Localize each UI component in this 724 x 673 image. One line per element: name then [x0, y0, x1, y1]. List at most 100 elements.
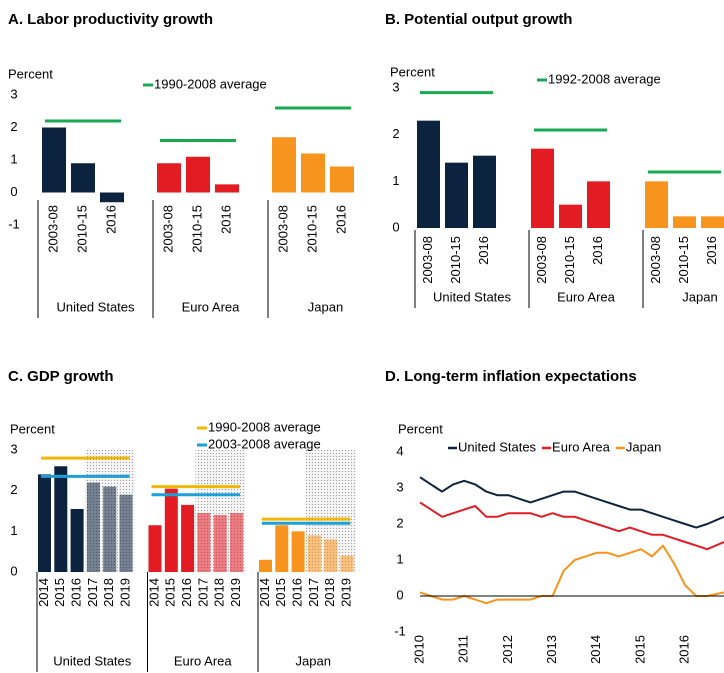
- group-label: Japan: [308, 299, 343, 314]
- y-axis-label: Percent: [8, 66, 53, 81]
- forecast-hatch: [197, 513, 211, 572]
- y-tick-label: -1: [8, 216, 20, 231]
- y-tick-label: 3: [10, 86, 17, 101]
- category-label: 2018: [212, 578, 227, 607]
- category-label: 2014: [257, 578, 272, 607]
- bar: [164, 488, 178, 572]
- bar: [701, 216, 724, 228]
- group-label: Japan: [296, 653, 331, 668]
- legend-label: 1992-2008 average: [548, 71, 661, 86]
- bar: [100, 192, 124, 203]
- category-label: 2014: [36, 578, 51, 607]
- chart-title: C. GDP growth: [8, 368, 114, 385]
- category-label: 2015: [52, 578, 67, 607]
- category-label: 2003-08: [420, 236, 435, 284]
- y-tick-label: 1: [396, 551, 403, 566]
- category-label: 2003-08: [160, 205, 175, 253]
- x-tick-label: 2010: [411, 635, 426, 664]
- y-tick-label: 2: [10, 482, 17, 497]
- forecast-hatch: [324, 539, 338, 572]
- category-label: 2016: [590, 236, 605, 265]
- bar: [272, 137, 296, 193]
- category-label: 2003-08: [275, 205, 290, 253]
- forecast-hatch: [340, 555, 354, 572]
- y-tick-label: 3: [396, 479, 403, 494]
- bar: [301, 153, 325, 193]
- bar: [148, 525, 162, 572]
- forecast-hatch: [307, 535, 321, 572]
- category-label: 2010-15: [74, 205, 89, 253]
- bar: [259, 559, 272, 572]
- bar: [275, 525, 289, 572]
- category-label: 2010-15: [448, 236, 463, 284]
- y-tick-label: 3: [10, 441, 17, 456]
- bar: [181, 504, 195, 572]
- y-tick-label: 2: [396, 515, 403, 530]
- y-tick-label: 1: [10, 151, 17, 166]
- x-tick-label: 2013: [544, 635, 559, 664]
- group-label: United States: [53, 653, 132, 668]
- category-label: 2003-08: [534, 236, 549, 284]
- category-label: 2010-15: [189, 205, 204, 253]
- y-tick-label: -1: [394, 623, 406, 638]
- category-label: 2014: [146, 578, 161, 607]
- category-label: 2018: [101, 578, 116, 607]
- bar: [186, 156, 210, 193]
- series-line: [419, 501, 724, 551]
- y-axis-label: Percent: [390, 64, 435, 79]
- legend-label: Euro Area: [552, 439, 611, 454]
- group-label: Japan: [682, 289, 717, 304]
- category-label: 2018: [322, 578, 337, 607]
- chart-title: B. Potential output growth: [385, 11, 572, 28]
- bar: [54, 466, 68, 572]
- group-label: United States: [56, 299, 135, 314]
- legend-label: 1990-2008 average: [154, 76, 267, 91]
- bar: [587, 181, 610, 228]
- group-label: United States: [433, 289, 512, 304]
- bar: [70, 508, 84, 572]
- category-label: 2017: [85, 578, 100, 607]
- category-label: 2019: [338, 578, 353, 607]
- bar: [71, 163, 95, 193]
- x-tick-label: 2014: [588, 635, 603, 664]
- category-label: 2019: [117, 578, 132, 607]
- legend-label: 2003-2008 average: [208, 436, 321, 451]
- category-label: 2015: [163, 578, 178, 607]
- forecast-hatch: [213, 515, 227, 572]
- category-label: 2016: [218, 205, 233, 234]
- forecast-hatch: [119, 494, 133, 572]
- category-label: 2010-15: [562, 236, 577, 284]
- category-label: 2003-08: [45, 205, 60, 253]
- chart-title: A. Labor productivity growth: [8, 11, 213, 28]
- x-tick-label: 2011: [456, 635, 471, 663]
- category-label: 2016: [179, 578, 194, 607]
- legend-label: United States: [458, 439, 537, 454]
- x-tick-label: 2015: [632, 635, 647, 664]
- x-tick-label: 2012: [500, 635, 515, 664]
- y-axis-label: Percent: [10, 421, 55, 436]
- bar: [531, 148, 554, 228]
- forecast-hatch: [103, 486, 117, 572]
- category-label: 2015: [273, 578, 288, 607]
- bar: [645, 181, 668, 228]
- bar: [445, 162, 468, 228]
- y-tick-label: 0: [392, 219, 399, 234]
- y-tick-label: 3: [392, 79, 399, 94]
- series-line: [419, 544, 724, 605]
- y-tick-label: 4: [396, 443, 403, 458]
- bar: [559, 204, 582, 228]
- bar: [473, 155, 496, 228]
- category-label: 2016: [69, 578, 84, 607]
- category-label: 2010-15: [676, 236, 691, 284]
- group-label: Euro Area: [182, 299, 241, 314]
- y-tick-label: 0: [10, 184, 17, 199]
- chart-title: D. Long-term inflation expectations: [385, 368, 637, 385]
- forecast-hatch: [230, 513, 243, 572]
- bar: [38, 474, 51, 572]
- category-label: 2017: [306, 578, 321, 607]
- group-label: Euro Area: [557, 289, 616, 304]
- y-tick-label: 2: [392, 126, 399, 141]
- bar: [417, 120, 440, 228]
- legend-label: 1990-2008 average: [208, 419, 321, 434]
